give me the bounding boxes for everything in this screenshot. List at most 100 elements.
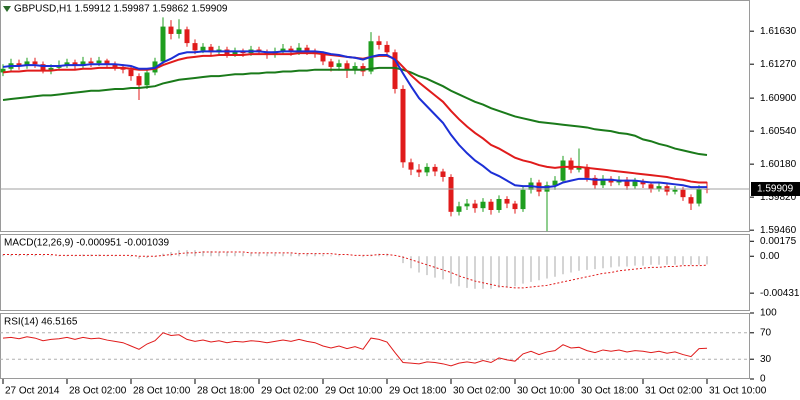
candle-body	[376, 41, 382, 45]
candle-body	[488, 201, 494, 210]
candle-body	[440, 171, 446, 177]
candle-body	[632, 181, 638, 187]
x-tick-label: 30 Oct 18:00	[581, 386, 639, 397]
candle-body	[96, 60, 102, 64]
candle-body	[552, 180, 558, 186]
candle-body	[328, 61, 334, 67]
candle-body	[304, 47, 310, 52]
candle-body	[480, 201, 486, 209]
candle-body	[144, 72, 150, 86]
candle-body	[680, 189, 686, 198]
y-tick-label: 1.61270	[760, 59, 797, 70]
candle-body	[336, 63, 342, 67]
candle-body	[168, 26, 174, 34]
candle-body	[184, 29, 190, 44]
y-tick-label: 0.00	[760, 251, 780, 262]
x-tick-label: 29 Oct 10:00	[325, 386, 383, 397]
candle-body	[624, 179, 630, 187]
y-tick-label: 100	[760, 308, 777, 319]
x-tick-label: 31 Oct 10:00	[709, 386, 767, 397]
x-tick-label: 30 Oct 02:00	[453, 386, 511, 397]
candle-body	[600, 178, 606, 186]
candle-body	[160, 26, 166, 62]
candle-body	[128, 69, 134, 77]
panel-title: GBPUSD,H1 1.59912 1.59987 1.59862 1.5990…	[14, 4, 228, 15]
panel-title: MACD(12,26,9) -0.000951 -0.001039	[4, 238, 170, 249]
y-tick-label: 1.60900	[760, 93, 797, 104]
candle-body	[112, 64, 118, 67]
y-tick-label: 1.61630	[760, 26, 797, 37]
candle-body	[432, 166, 438, 172]
panel-frame	[0, 0, 750, 232]
candle-body	[568, 160, 574, 170]
candle-body	[456, 206, 462, 212]
candle-body	[520, 189, 526, 210]
x-tick-label: 30 Oct 10:00	[517, 386, 575, 397]
panel-title: RSI(14) 46.5165	[4, 317, 78, 328]
candle-body	[176, 29, 182, 34]
candle-body	[16, 63, 22, 67]
candle-body	[80, 61, 86, 67]
candle-body	[408, 162, 414, 170]
y-tick-label: 1.60180	[760, 159, 797, 170]
x-tick-label: 28 Oct 02:00	[69, 386, 127, 397]
candle-body	[64, 62, 70, 66]
moving-average-line	[2, 50, 707, 189]
candle-body	[656, 186, 662, 189]
candle-body	[280, 48, 286, 52]
indicator-line	[2, 332, 708, 367]
x-tick-label: 29 Oct 18:00	[389, 386, 447, 397]
candle-body	[200, 46, 206, 51]
candle-body	[0, 68, 6, 73]
candle-body	[496, 198, 502, 210]
candle-body	[448, 176, 454, 212]
y-tick-label: 1.60540	[760, 126, 797, 137]
y-tick-label: 1.59820	[760, 192, 797, 203]
candle-body	[648, 184, 654, 189]
candle-body	[192, 43, 198, 51]
candle-body	[232, 51, 238, 55]
candle-body	[384, 44, 390, 53]
candle-body	[104, 60, 110, 65]
candle-body	[48, 67, 54, 71]
candle-body	[320, 54, 326, 62]
candle-body	[464, 203, 470, 207]
candle-body	[24, 61, 30, 67]
candle-body	[392, 52, 398, 89]
y-tick-label: 30	[760, 354, 772, 365]
candle-body	[40, 64, 46, 71]
candle-body	[504, 198, 510, 204]
moving-average-line	[2, 66, 708, 156]
x-tick-label: 28 Oct 18:00	[197, 386, 255, 397]
candle-body	[296, 47, 302, 53]
candle-body	[344, 63, 350, 70]
y-tick-label: 0	[760, 374, 766, 385]
candle-body	[560, 160, 566, 181]
symbol-icon	[3, 6, 11, 12]
candle-body	[640, 181, 646, 185]
y-tick-label: -0.004313	[760, 288, 800, 299]
candle-body	[472, 203, 478, 209]
x-tick-label: 31 Oct 02:00	[645, 386, 703, 397]
y-tick-label: 1.59460	[760, 225, 797, 236]
candle-body	[136, 76, 142, 86]
y-tick-label: 0.00175	[760, 236, 797, 247]
y-tick-label: 70	[760, 327, 772, 338]
current-price-box	[751, 181, 800, 196]
x-tick-label: 29 Oct 02:00	[261, 386, 319, 397]
candle-body	[352, 66, 358, 70]
candle-body	[424, 166, 430, 173]
candle-body	[416, 169, 422, 173]
candle-body	[592, 177, 598, 186]
candle-body	[512, 203, 518, 210]
candle-body	[544, 185, 550, 192]
x-tick-label: 28 Oct 10:00	[133, 386, 191, 397]
panel-frame	[0, 313, 750, 379]
candle-body	[688, 197, 694, 204]
macd-signal-line	[3, 251, 708, 289]
candle-body	[584, 166, 590, 178]
candle-body	[32, 61, 38, 65]
candle-body	[400, 88, 406, 163]
